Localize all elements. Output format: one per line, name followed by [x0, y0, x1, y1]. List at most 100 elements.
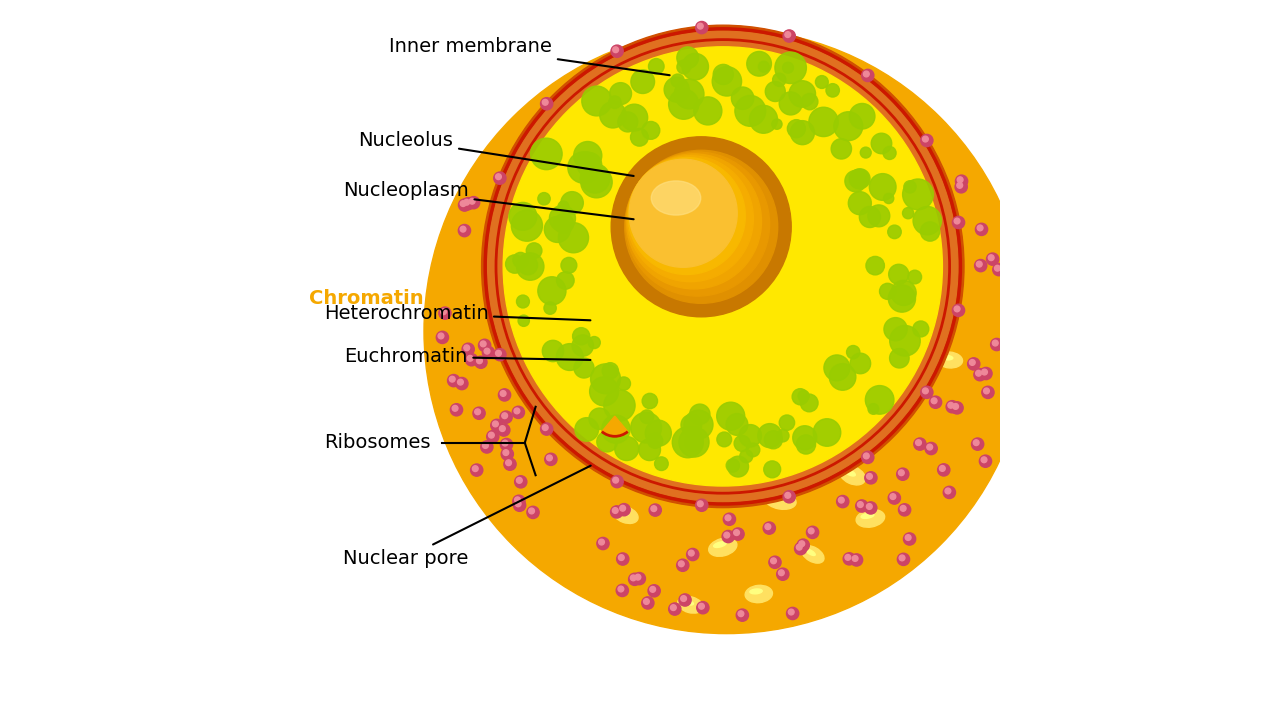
- Circle shape: [850, 168, 870, 189]
- Circle shape: [696, 602, 709, 614]
- Circle shape: [740, 450, 753, 463]
- Ellipse shape: [667, 451, 680, 459]
- Circle shape: [462, 197, 474, 210]
- Circle shape: [977, 261, 982, 267]
- Circle shape: [495, 174, 502, 179]
- Circle shape: [731, 87, 754, 109]
- Circle shape: [617, 377, 631, 390]
- Circle shape: [625, 150, 778, 303]
- Circle shape: [618, 586, 623, 592]
- Ellipse shape: [677, 596, 703, 613]
- Circle shape: [778, 570, 785, 575]
- Circle shape: [902, 179, 933, 210]
- Circle shape: [506, 255, 524, 273]
- Circle shape: [954, 306, 960, 312]
- Circle shape: [617, 553, 628, 565]
- Circle shape: [502, 448, 513, 460]
- Circle shape: [495, 351, 502, 356]
- Circle shape: [952, 216, 965, 228]
- Circle shape: [668, 603, 681, 615]
- Circle shape: [844, 553, 855, 565]
- Text: Euchromatin: Euchromatin: [344, 347, 590, 366]
- Ellipse shape: [840, 465, 865, 485]
- Circle shape: [694, 97, 722, 125]
- Circle shape: [479, 339, 490, 351]
- Ellipse shape: [617, 510, 628, 516]
- Circle shape: [511, 210, 543, 241]
- Circle shape: [786, 608, 799, 620]
- Circle shape: [671, 74, 685, 87]
- Circle shape: [476, 358, 483, 364]
- Circle shape: [845, 554, 851, 560]
- Circle shape: [765, 81, 786, 102]
- Circle shape: [859, 207, 881, 228]
- Circle shape: [634, 572, 645, 585]
- Circle shape: [733, 530, 740, 536]
- Circle shape: [735, 436, 750, 451]
- Circle shape: [785, 492, 791, 498]
- Circle shape: [671, 605, 676, 611]
- Circle shape: [626, 154, 762, 289]
- Circle shape: [787, 120, 805, 138]
- Circle shape: [590, 364, 621, 394]
- Circle shape: [513, 495, 525, 508]
- Circle shape: [440, 309, 447, 315]
- Circle shape: [796, 435, 815, 454]
- Circle shape: [611, 475, 623, 487]
- Circle shape: [900, 505, 906, 511]
- Circle shape: [602, 415, 630, 444]
- Circle shape: [654, 457, 668, 470]
- Circle shape: [792, 426, 817, 450]
- Circle shape: [466, 354, 477, 366]
- Circle shape: [678, 561, 685, 567]
- Circle shape: [449, 377, 456, 382]
- Circle shape: [645, 420, 671, 446]
- Ellipse shape: [801, 546, 824, 563]
- Circle shape: [470, 199, 475, 204]
- Circle shape: [945, 488, 951, 494]
- Circle shape: [890, 348, 909, 368]
- Ellipse shape: [879, 395, 892, 400]
- Circle shape: [463, 199, 470, 205]
- Circle shape: [890, 325, 920, 356]
- Circle shape: [888, 264, 909, 284]
- Circle shape: [529, 508, 535, 514]
- Circle shape: [979, 455, 992, 467]
- Circle shape: [500, 411, 512, 423]
- Circle shape: [627, 156, 754, 282]
- Circle shape: [572, 328, 590, 345]
- Circle shape: [799, 541, 805, 546]
- Circle shape: [788, 81, 815, 107]
- Circle shape: [865, 472, 877, 484]
- Circle shape: [573, 142, 602, 170]
- Circle shape: [940, 466, 945, 472]
- Ellipse shape: [652, 181, 700, 215]
- Circle shape: [540, 98, 553, 110]
- Circle shape: [824, 355, 850, 381]
- Circle shape: [494, 172, 506, 184]
- Circle shape: [471, 464, 483, 476]
- Circle shape: [467, 356, 474, 361]
- Circle shape: [652, 505, 657, 511]
- Circle shape: [837, 495, 849, 508]
- Circle shape: [736, 609, 749, 621]
- Circle shape: [600, 102, 626, 128]
- Circle shape: [777, 568, 788, 580]
- Circle shape: [905, 535, 911, 541]
- Circle shape: [561, 257, 577, 274]
- Circle shape: [503, 450, 508, 456]
- Circle shape: [943, 486, 955, 498]
- Circle shape: [439, 307, 451, 319]
- Circle shape: [677, 559, 689, 572]
- Circle shape: [554, 214, 573, 233]
- Circle shape: [599, 539, 604, 545]
- Circle shape: [604, 390, 635, 421]
- Circle shape: [826, 84, 840, 97]
- Circle shape: [641, 122, 659, 140]
- Ellipse shape: [764, 492, 796, 509]
- Circle shape: [582, 86, 612, 116]
- Ellipse shape: [801, 416, 812, 422]
- Circle shape: [968, 358, 980, 370]
- Circle shape: [946, 400, 959, 413]
- Circle shape: [758, 423, 782, 448]
